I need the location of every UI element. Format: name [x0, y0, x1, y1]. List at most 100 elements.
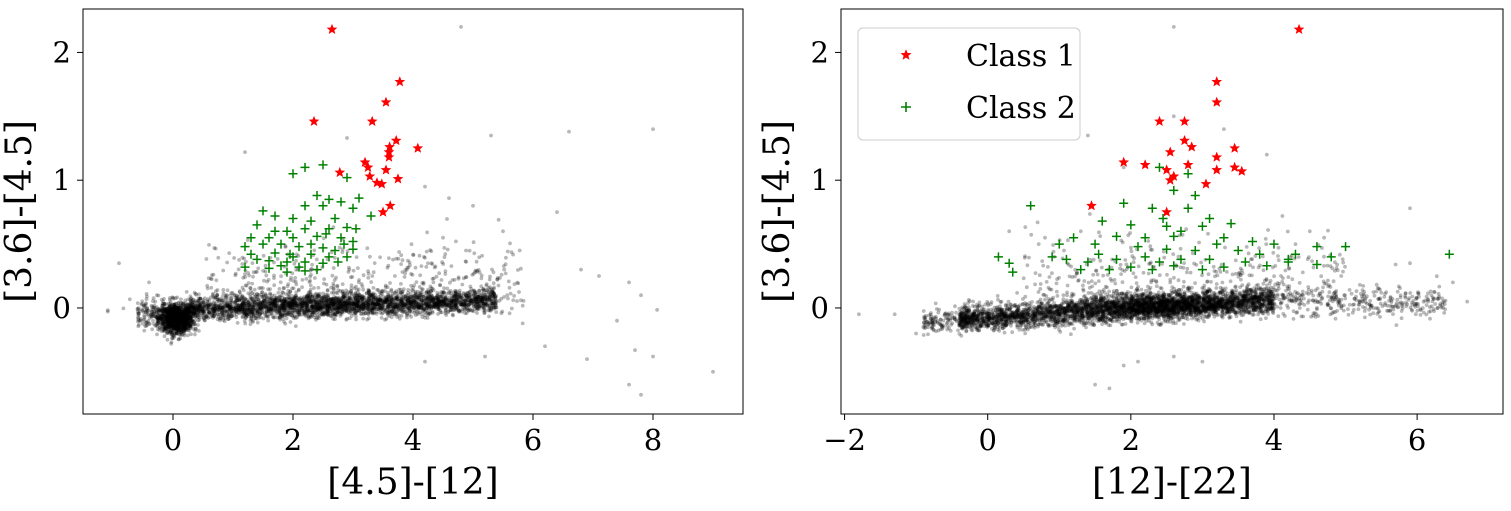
background-point — [150, 327, 155, 332]
background-point — [468, 289, 472, 294]
background-point — [171, 310, 176, 314]
background-point — [243, 316, 248, 320]
background-point — [175, 312, 180, 317]
background-point — [261, 269, 265, 273]
background-point — [651, 354, 655, 359]
background-point — [183, 320, 188, 325]
background-point — [157, 318, 162, 323]
background-point — [354, 309, 358, 314]
background-point — [184, 313, 188, 318]
background-point — [170, 325, 175, 330]
background-point — [183, 318, 188, 323]
background-point — [173, 313, 177, 317]
background-point — [173, 307, 178, 312]
background-point — [176, 311, 181, 316]
background-point — [183, 318, 188, 323]
background-point — [168, 298, 172, 302]
background-point — [445, 286, 450, 291]
background-point — [168, 323, 173, 327]
background-point — [173, 301, 178, 306]
background-point — [254, 269, 259, 274]
background-point — [402, 310, 406, 314]
background-point — [225, 288, 230, 293]
background-point — [166, 317, 171, 322]
background-point — [460, 309, 464, 314]
background-point — [179, 315, 184, 320]
background-point — [186, 310, 191, 315]
background-point — [179, 312, 184, 317]
background-point — [182, 327, 187, 332]
background-point — [168, 314, 173, 319]
background-point — [182, 319, 186, 323]
background-point — [338, 312, 343, 316]
background-point — [176, 315, 180, 320]
background-point — [499, 272, 504, 277]
background-point — [187, 321, 191, 325]
background-point — [173, 319, 178, 324]
background-point — [173, 315, 178, 320]
background-point — [174, 320, 179, 325]
background-point — [177, 316, 182, 321]
background-point — [372, 306, 376, 311]
background-point — [170, 313, 174, 317]
background-point — [443, 272, 448, 276]
background-point — [361, 316, 366, 321]
background-point — [183, 315, 188, 319]
background-point — [176, 320, 181, 324]
background-point — [177, 337, 181, 342]
background-point — [166, 316, 171, 321]
background-point — [180, 312, 185, 317]
background-point — [172, 317, 177, 321]
background-point — [174, 313, 178, 318]
background-point — [384, 317, 389, 321]
background-point — [194, 292, 199, 297]
background-point — [258, 315, 263, 320]
background-point — [186, 326, 191, 330]
background-point — [179, 321, 183, 325]
background-point — [418, 273, 423, 278]
background-point — [165, 312, 170, 316]
background-point — [255, 292, 260, 297]
background-point — [170, 330, 175, 335]
background-point — [381, 301, 386, 305]
background-point — [360, 284, 365, 289]
background-point — [162, 334, 167, 339]
background-point — [176, 311, 181, 315]
background-point — [183, 323, 188, 328]
background-point — [332, 278, 337, 282]
background-point — [171, 322, 175, 327]
background-point — [220, 294, 225, 299]
background-point — [182, 317, 187, 322]
background-point — [517, 290, 521, 294]
background-point — [174, 331, 179, 336]
background-point — [161, 321, 166, 326]
background-point — [175, 305, 179, 310]
background-point — [176, 320, 181, 324]
background-point — [166, 308, 170, 313]
background-point — [291, 286, 296, 291]
background-point — [189, 318, 194, 323]
class-2-point — [246, 249, 256, 259]
background-point — [299, 306, 303, 310]
background-point — [175, 315, 180, 320]
background-point — [172, 319, 177, 324]
background-point — [186, 318, 191, 323]
background-point — [168, 312, 173, 316]
background-point — [188, 309, 192, 314]
background-point — [371, 270, 376, 275]
background-point — [187, 313, 192, 318]
background-point — [509, 250, 514, 255]
background-point — [442, 286, 446, 290]
background-point — [160, 318, 165, 323]
background-point — [176, 310, 181, 315]
background-point — [237, 310, 242, 315]
background-point — [354, 317, 358, 322]
background-point — [169, 306, 174, 311]
background-point — [186, 310, 191, 314]
background-point — [175, 305, 180, 309]
background-point — [168, 306, 173, 311]
background-point — [179, 311, 183, 316]
background-point — [331, 313, 335, 318]
background-point — [174, 317, 179, 321]
background-point — [297, 312, 302, 317]
